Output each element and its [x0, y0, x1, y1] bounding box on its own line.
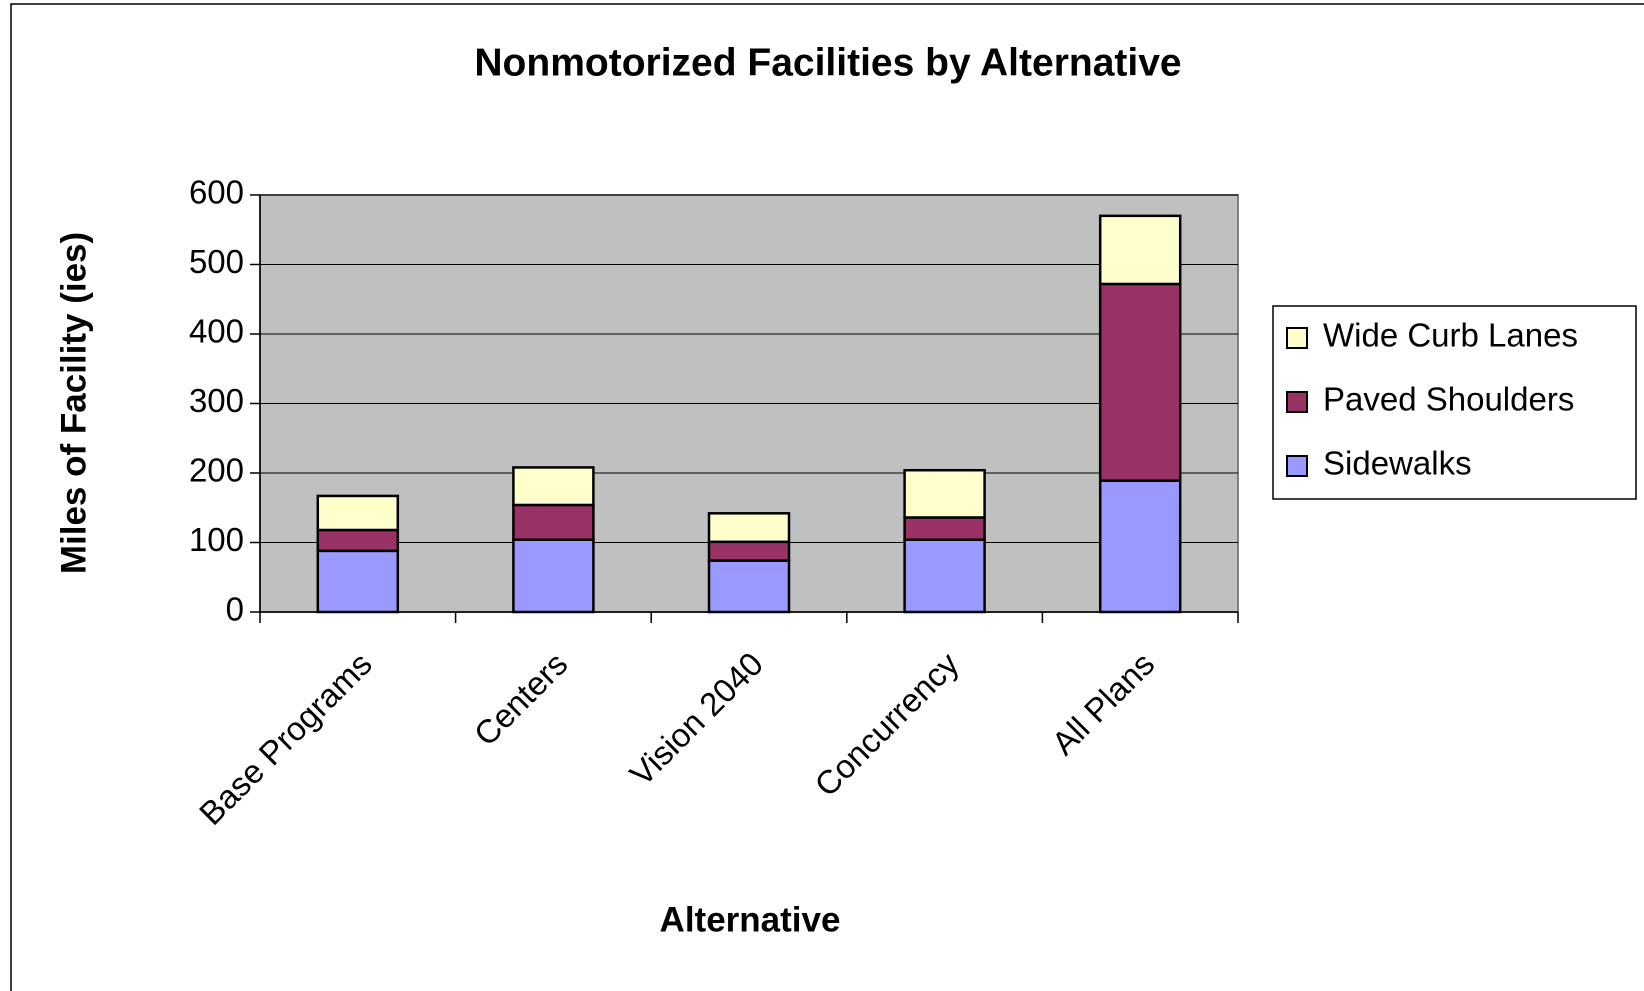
bar-segment: [316, 528, 400, 553]
bar-segment: [1098, 479, 1182, 614]
bar-segment: [316, 549, 400, 614]
bar-segment: [707, 559, 791, 614]
y-tick-label: 400: [189, 313, 244, 350]
y-axis-title: Miles of Facility (ies): [54, 232, 93, 574]
bar-segment: [512, 466, 595, 507]
bar-segment: [903, 538, 986, 614]
legend-label: Paved Shoulders: [1323, 381, 1574, 418]
x-axis-title: Alternative: [660, 900, 841, 939]
bar-segment: [512, 538, 595, 614]
y-tick-label: 500: [189, 243, 244, 280]
legend-swatch: [1286, 455, 1308, 477]
y-tick-label: 100: [189, 521, 244, 558]
y-tick-label: 300: [189, 382, 244, 419]
bar-segment: [1098, 282, 1182, 482]
bar-segment: [707, 540, 791, 562]
bar-segment: [1098, 214, 1182, 286]
bar-segment: [316, 494, 400, 532]
y-tick-label: 200: [189, 452, 244, 489]
bar-segment: [512, 503, 595, 541]
bar-segment: [903, 516, 986, 541]
legend-swatch: [1286, 327, 1308, 349]
bar-segment: [903, 468, 986, 519]
y-tick-label: 0: [226, 591, 244, 628]
legend-label: Wide Curb Lanes: [1323, 317, 1578, 354]
legend-swatch: [1286, 391, 1308, 413]
legend-label: Sidewalks: [1323, 445, 1472, 482]
chart-title: Nonmotorized Facilities by Alternative: [474, 41, 1181, 84]
legend-box: [1272, 305, 1637, 500]
y-tick-label: 600: [189, 174, 244, 211]
bar-segment: [707, 512, 791, 544]
